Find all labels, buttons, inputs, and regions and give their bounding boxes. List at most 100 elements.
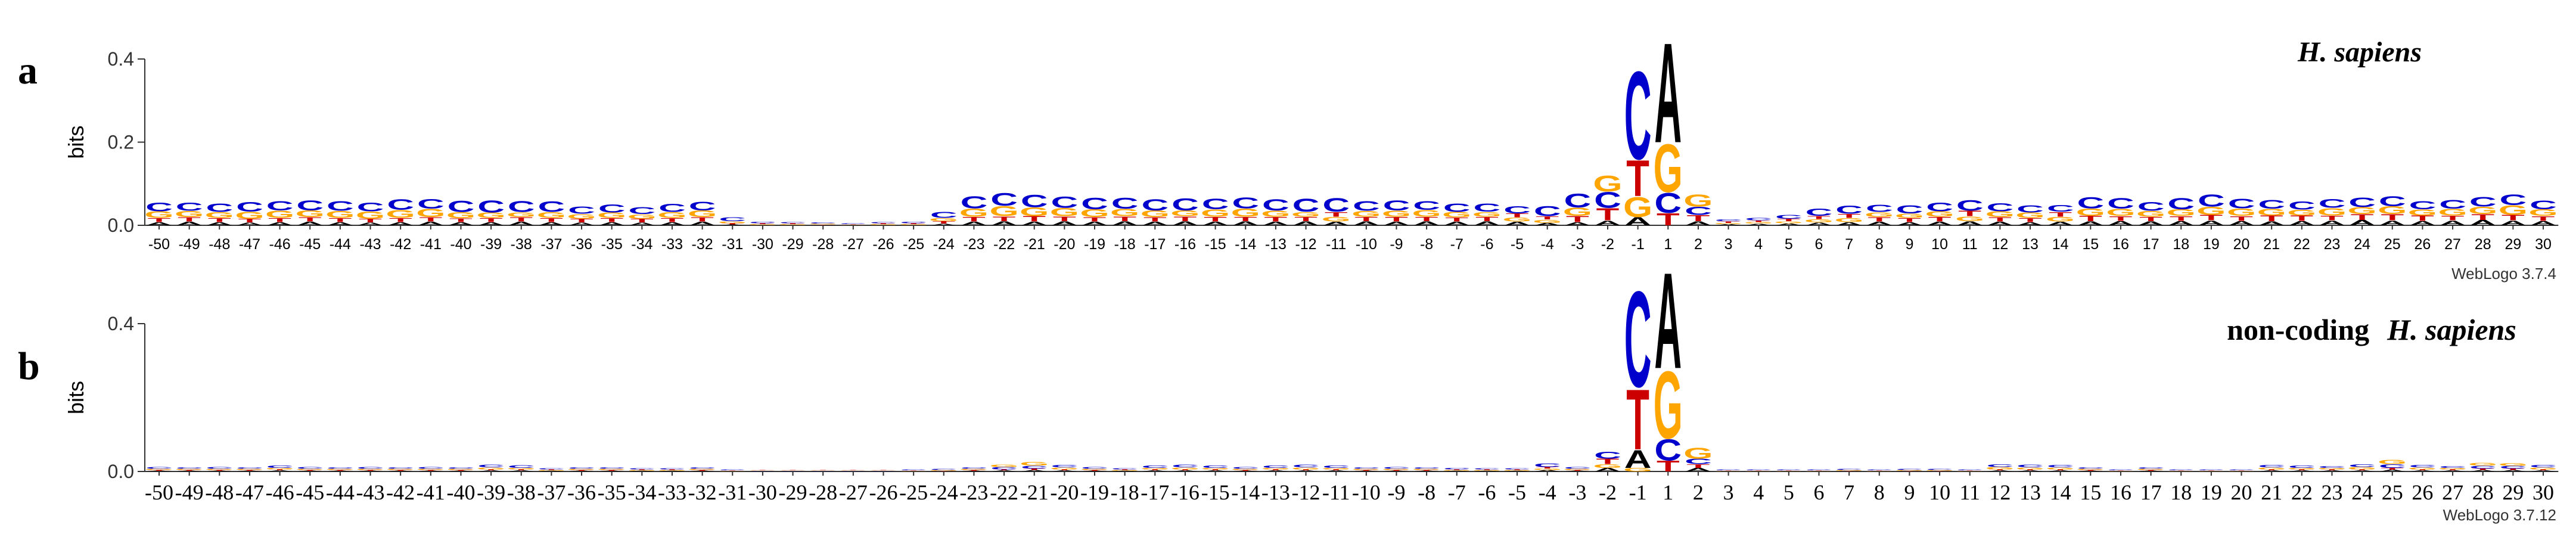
x-tick-label: -39 [480, 236, 502, 253]
x-tick-label: -48 [205, 480, 234, 504]
logo-letter: T [1596, 206, 1620, 225]
logo-letter: A [1745, 224, 1772, 226]
logo-letter: G [2348, 467, 2377, 470]
logo-letter: G [688, 209, 717, 219]
logo-letter: A [1926, 221, 1953, 226]
logo-letter: A [2077, 470, 2104, 471]
logo-letter: C [749, 221, 776, 224]
x-tick-label: -38 [511, 236, 532, 253]
logo-letter: C [689, 467, 716, 470]
logo-letter: G [2015, 467, 2044, 470]
logo-letter: C [870, 222, 897, 224]
x-tick-label: -25 [903, 236, 924, 253]
logo-letter: G [1955, 215, 1984, 223]
x-tick-label: -7 [1448, 480, 1466, 504]
logo-letter: T [1657, 210, 1680, 229]
x-tick-label: -50 [148, 236, 170, 253]
logo-letter: A [1081, 470, 1108, 471]
x-tick-label: -3 [1571, 236, 1584, 253]
logo-letter: T [1174, 469, 1197, 471]
logo-letter: A [598, 221, 626, 226]
y-tick-label: 0.0 [108, 215, 134, 236]
logo-letter: G [2076, 468, 2105, 470]
x-tick-label: -13 [1261, 480, 1290, 504]
logo-letter: A [1866, 221, 1893, 226]
logo-letter: T [1294, 469, 1317, 471]
logo-letter: C [176, 200, 203, 213]
logo-letter: A [1564, 470, 1591, 471]
logo-letter: A [1956, 220, 1984, 226]
x-tick-label: -45 [296, 480, 324, 504]
x-tick-label: 3 [1723, 480, 1734, 504]
logo-letter: A [1292, 470, 1320, 472]
logo-letter: T [389, 470, 412, 471]
logo-letter: A [628, 470, 655, 471]
logo-letter: C [266, 465, 294, 468]
logo-letter: C [448, 467, 475, 470]
logo-letter: T [1174, 215, 1197, 223]
logo-letter: A [1262, 470, 1289, 472]
x-tick-label: 27 [2442, 480, 2463, 504]
logo-letter: T [2532, 215, 2555, 222]
logo-letter: T [1475, 216, 1499, 223]
logo-letter: A [327, 470, 354, 471]
logo-letter: C [1987, 463, 2014, 468]
logo-letter: T [2260, 469, 2283, 471]
logo-letter: C [1383, 198, 1410, 213]
logo-letter: C [1172, 196, 1199, 215]
logo-letter: C [1322, 194, 1350, 216]
logo-letter: G [175, 468, 204, 470]
logo-letter: A [1685, 220, 1712, 226]
logo-letter: T [1687, 463, 1710, 469]
logo-letter: T [1294, 216, 1317, 223]
logo-letter: C [1866, 470, 1893, 471]
logo-letter: G [1231, 468, 1260, 470]
logo-letter: G [205, 210, 234, 219]
x-tick-label: -28 [809, 480, 837, 504]
logo-letter: C [508, 198, 535, 216]
logo-letter: C [628, 468, 655, 470]
logo-letter: T [268, 469, 291, 471]
logo-letter: T [1958, 470, 1981, 471]
x-tick-label: -16 [1171, 480, 1200, 504]
logo-letter: T [2019, 217, 2042, 224]
x-tick-label: -19 [1080, 480, 1109, 504]
logo-letter: G [1744, 222, 1773, 224]
logo-letter: C [2258, 465, 2285, 468]
x-tick-label: -23 [963, 236, 984, 253]
logo-letter: T [1354, 216, 1378, 223]
logo-letter: T [2351, 213, 2374, 222]
logo-letter: C [961, 467, 988, 470]
x-tick-label: -41 [420, 236, 442, 253]
logo-letter: G [1110, 207, 1139, 218]
x-tick-label: 2 [1693, 480, 1704, 504]
logo-letter: C [2047, 465, 2074, 468]
logo-letter: G [2438, 467, 2467, 470]
y-tick-label: 0.2 [108, 132, 134, 153]
logo-letter: A [2530, 470, 2557, 472]
logo-letter: T [1204, 469, 1227, 471]
logo-letter: T [1566, 214, 1589, 224]
logo-letter: T [661, 217, 684, 224]
logo-letter: C [568, 204, 595, 216]
logo-letter: C [1835, 468, 1863, 470]
x-tick-label: -43 [359, 236, 381, 253]
logo-letter: C [1202, 196, 1229, 213]
logo-letter: G [1382, 209, 1411, 218]
logo-letter: T [2109, 470, 2133, 471]
logo-letter: T [2502, 213, 2525, 222]
logo-letter: C [1956, 470, 1984, 471]
logo-letter: A [176, 470, 203, 471]
logo-letter: C [387, 467, 414, 470]
x-tick-label: -35 [601, 236, 623, 253]
logo-letter: T [178, 216, 201, 223]
logo-letter: T [1807, 215, 1831, 221]
x-tick-label: 30 [2535, 236, 2552, 253]
logo-letter: A [1141, 470, 1169, 472]
x-tick-label: 7 [1844, 480, 1854, 504]
x-tick-label: -40 [450, 236, 471, 253]
x-tick-label: -12 [1292, 480, 1320, 504]
x-tick-label: -41 [417, 480, 445, 504]
logo-letter: C [2198, 192, 2225, 211]
logo-letter: G [959, 468, 989, 470]
